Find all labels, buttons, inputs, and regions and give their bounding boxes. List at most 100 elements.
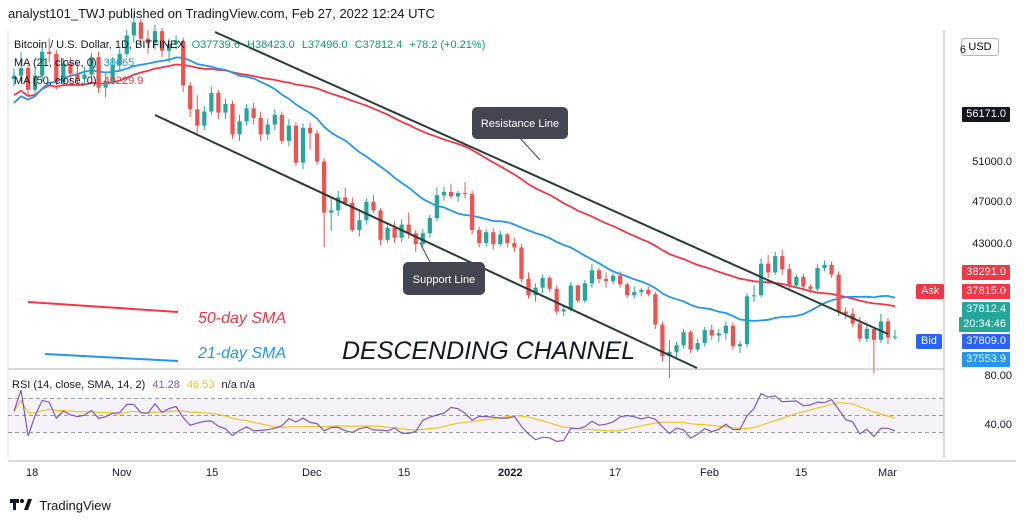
last-price-tag: 37812.4 [962, 302, 1010, 317]
rsi-line [13, 389, 896, 443]
candle-body [484, 232, 489, 244]
sma50-sample-line [27, 301, 179, 313]
candle-body [596, 270, 602, 279]
candle-body [787, 269, 792, 286]
candle-body [857, 323, 862, 339]
rsi-na-values: n/a n/a [221, 379, 256, 391]
tradingview-footer[interactable]: TradingView [10, 498, 111, 513]
support-callout-text: Support Line [413, 274, 475, 286]
resistance-callout-text: Resistance Line [481, 118, 559, 130]
publisher-header: analyst101_TWJ published on TradingView.… [8, 6, 435, 21]
channel-title: DESCENDING CHANNEL [342, 337, 635, 365]
candle-body [660, 324, 665, 357]
candle-body [159, 31, 165, 51]
candle-body [498, 234, 503, 245]
candle-body [688, 332, 693, 350]
candle-body [892, 336, 898, 338]
candle-body [801, 276, 806, 287]
candle-body [33, 75, 38, 90]
candle-body [829, 264, 834, 275]
candle-body [336, 197, 341, 211]
x-axis-label: 2022 [498, 467, 523, 479]
candle-body [434, 195, 439, 219]
candle-body [618, 275, 623, 285]
candle-body [885, 321, 891, 338]
resistance-callout-box [472, 107, 568, 139]
candle-body [470, 194, 475, 231]
candle-body [815, 268, 820, 289]
support-callout-box [403, 262, 485, 295]
candle-body [307, 127, 313, 134]
x-axis-label: Feb [700, 467, 719, 479]
ma50-legend-value: 40229.9 [103, 75, 144, 87]
candle-body [138, 22, 143, 39]
x-axis-label: Nov [112, 467, 132, 479]
candle-body [864, 328, 869, 339]
candle-body [181, 40, 186, 86]
candle-body [413, 233, 418, 245]
sma50-label: 50-day SMA [198, 310, 286, 327]
ma21-legend[interactable]: MA (21, close, 0) 38665 [14, 57, 134, 69]
candle-body [145, 38, 151, 44]
candle-body [244, 108, 249, 122]
candle-body [195, 109, 200, 126]
ma50-legend[interactable]: MA (50, close, 0) 40229.9 [14, 75, 143, 87]
symbol-name: Bitcoin / U.S. Dollar, 1D, BITFINEX [14, 39, 185, 51]
ask-price-tag: 37815.0 [962, 284, 1010, 299]
candle-body [716, 333, 721, 336]
candle-body [392, 227, 397, 238]
candle-body [758, 263, 764, 296]
candle-body [96, 57, 101, 88]
high-value: H38423.0 [247, 39, 295, 51]
candle-body [632, 291, 637, 296]
ma50-line [13, 63, 896, 308]
candle-body [251, 108, 256, 119]
candle-body [18, 68, 24, 76]
candle-body [314, 133, 320, 162]
candle-body [780, 256, 785, 270]
candle-body [561, 309, 566, 312]
candle-body [519, 247, 524, 279]
candle-body [350, 202, 355, 231]
candle-body [230, 103, 235, 135]
x-axis-label: 17 [609, 467, 622, 479]
candle-body [871, 328, 876, 340]
symbol-legend: Bitcoin / U.S. Dollar, 1D, BITFINEX O377… [14, 39, 485, 51]
candle-body [406, 224, 411, 234]
tradingview-brand: TradingView [39, 498, 111, 513]
ma21-price-tag: 37553.9 [962, 352, 1010, 367]
candle-body [575, 285, 580, 301]
tradingview-logo-icon [10, 498, 32, 513]
candle-body [674, 345, 679, 352]
candle-body [188, 85, 193, 110]
ohlc-values: O37739.6 H38423.0 L37496.0 C37812.4 +78.… [188, 39, 486, 51]
candle-body [321, 161, 327, 213]
candle-body [300, 127, 306, 163]
support-line [154, 114, 698, 369]
ma21-legend-label: MA (21, close, 0) [14, 57, 97, 69]
sma21-label: 21-day SMA [197, 345, 286, 362]
candle-body [385, 227, 390, 240]
candle-body [808, 286, 813, 289]
price-axis-label: 51000.0 [972, 156, 1012, 168]
resistance-line [214, 31, 889, 335]
candle-body [603, 278, 609, 282]
currency-button[interactable]: USD [961, 38, 999, 56]
countdown-tag: 20:34:46 [959, 317, 1010, 332]
candle-body [378, 210, 383, 240]
candle-body [166, 44, 172, 51]
candle-body [343, 197, 348, 203]
candle-body [11, 75, 17, 79]
candle-body [794, 276, 799, 286]
candle-body [237, 121, 242, 135]
candle-body [427, 218, 432, 234]
candle-body [822, 264, 827, 269]
rsi-legend[interactable]: RSI (14, close, SMA, 14, 2) 41.28 46.53 … [12, 379, 255, 391]
candle-body [279, 114, 284, 141]
candle-body [258, 118, 263, 135]
candle-body [89, 57, 94, 75]
support-pointer [419, 242, 431, 263]
candle-body [646, 289, 651, 295]
